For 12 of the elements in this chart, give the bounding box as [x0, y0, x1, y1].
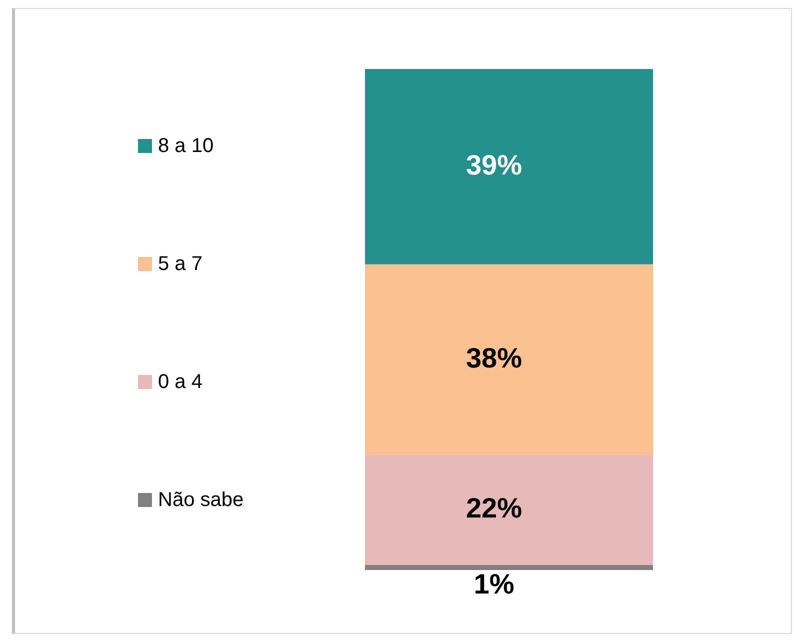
bar: [364, 454, 654, 565]
bar: [364, 264, 654, 455]
bar: [364, 564, 654, 570]
data-label: 38%: [466, 342, 522, 374]
data-label: 22%: [466, 492, 522, 524]
data-label: 39%: [466, 149, 522, 180]
legend-label: 0 a 4: [158, 370, 202, 394]
legend-label: Não sabe: [158, 488, 244, 512]
legend-label: 8 a 10: [158, 134, 214, 158]
bar: [364, 69, 654, 264]
legend-label: 5 a 7: [158, 252, 202, 276]
data-label: 1%: [474, 568, 514, 600]
